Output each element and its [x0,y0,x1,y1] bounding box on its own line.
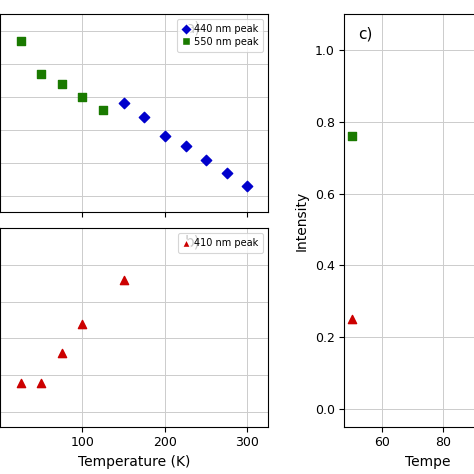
Point [120,276,128,283]
Point [37,379,45,386]
Point [141,113,148,120]
Point [17,379,25,386]
Y-axis label: Intensity: Intensity [295,190,309,251]
Point [223,169,231,177]
Point [348,132,356,140]
X-axis label: Tempe: Tempe [405,455,451,469]
Point [100,106,107,114]
Point [244,182,251,190]
Legend: 440 nm peak, 550 nm peak: 440 nm peak, 550 nm peak [177,19,263,52]
Point [202,156,210,164]
Point [79,93,86,100]
Text: a): a) [185,20,200,35]
Point [348,315,356,323]
Text: c): c) [358,27,372,42]
Point [58,349,66,357]
Point [79,320,86,328]
Point [182,143,190,150]
Point [161,133,169,140]
X-axis label: Temperature (K): Temperature (K) [78,455,190,469]
Point [17,37,25,45]
Text: b): b) [185,234,201,249]
Legend: 410 nm peak: 410 nm peak [178,233,263,253]
Point [58,80,66,87]
Point [37,70,45,77]
Point [120,100,128,107]
